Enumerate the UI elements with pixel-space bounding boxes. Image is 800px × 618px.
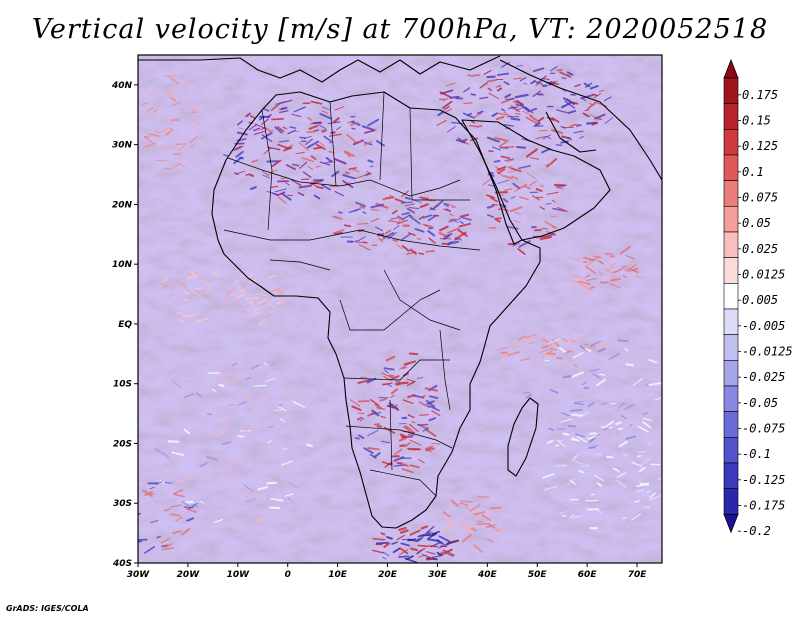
colorbar-box: [723, 411, 739, 438]
field-background: [138, 55, 662, 563]
lon-tick-label: 20E: [378, 570, 398, 580]
lon-tick-label: 30E: [428, 570, 448, 580]
colorbar-box: [723, 437, 739, 464]
lon-tick-label: 70E: [628, 570, 648, 580]
lon-tick-label: 20W: [177, 570, 201, 580]
lon-tick-label: 30W: [127, 570, 151, 580]
colorbar-label: -0.1: [742, 447, 771, 461]
colorbar-label: 0.175: [742, 88, 778, 102]
lon-axis: 30W 20W 10W 0 10E 20E 30E 40E 50E 60E 70E: [127, 563, 647, 580]
map-title: Vertical velocity [m/s] at 700hPa, VT: 2…: [31, 14, 769, 45]
colorbar-box: [723, 103, 739, 130]
lon-tick-label: 50E: [528, 570, 548, 580]
colorbar-label: 0.075: [742, 191, 778, 205]
colorbar-box: [723, 231, 739, 258]
lat-tick-label: 40S: [112, 559, 132, 569]
colorbar-label: -0.075: [742, 422, 785, 436]
lat-axis: 40N 30N 20N 10N EQ 10S 20S 30S 40S: [111, 81, 138, 569]
colorbar-label: 0.1: [742, 165, 764, 179]
colorbar-label: -0.175: [742, 499, 785, 513]
colorbar-label: 0.15: [742, 114, 771, 128]
coastline-arabia: [461, 119, 611, 241]
coastline-europe: [138, 55, 501, 83]
colorbar-box: [723, 385, 739, 412]
lat-tick-label: 20N: [112, 200, 133, 210]
country-borders: [223, 91, 481, 497]
colorbar-label: 0.025: [742, 242, 778, 256]
colorbar: 0.175 0.15 0.125 0.1 0.075 0.05 0.025 0.0125 0.0…: [723, 58, 793, 538]
colorbar-label: -0.2: [742, 524, 771, 538]
colorbar-box: [723, 206, 739, 233]
lat-tick-label: 30S: [113, 499, 132, 509]
coastline-madagascar: [507, 397, 539, 477]
plot-frame: [137, 54, 663, 564]
colorbar-bottom-arrow: [723, 513, 739, 534]
coastlines: [138, 55, 662, 529]
lat-tick-label: EQ: [118, 320, 132, 330]
lat-tick-label: 20S: [113, 439, 132, 449]
colorbar-top-arrow: [723, 58, 739, 79]
coastline-asia: [499, 59, 662, 181]
lon-tick-label: 10E: [328, 570, 348, 580]
colorbar-box: [723, 334, 739, 361]
lat-tick-label: 30N: [112, 141, 133, 151]
colorbar-box: [723, 488, 739, 515]
colorbar-label: -0.05: [742, 396, 778, 410]
coastline-africa: [211, 91, 541, 529]
colorbar-box: [723, 360, 739, 387]
coastline-persian-gulf: [545, 111, 597, 153]
lat-tick-label: 10S: [113, 380, 132, 390]
lat-tick-label: 10N: [112, 260, 133, 270]
colorbar-box: [723, 154, 739, 181]
lon-tick-label: 60E: [578, 570, 598, 580]
grads-credit: GrADS: IGES/COLA: [6, 604, 89, 613]
colorbar-label: 0.05: [742, 216, 771, 230]
colorbar-label: -0.0125: [742, 345, 793, 359]
lon-tick-label: 40E: [477, 570, 498, 580]
colorbar-label: -0.025: [742, 370, 785, 384]
lon-tick-label: 0: [285, 570, 291, 580]
colorbar-label: 0.005: [742, 293, 778, 307]
colorbar-box: [723, 462, 739, 489]
lat-tick-label: 40N: [111, 81, 133, 91]
colorbar-box: [723, 308, 739, 335]
colorbar-label: 0.125: [742, 139, 778, 153]
colorbar-box: [723, 257, 739, 284]
colorbar-label: -0.005: [742, 319, 785, 333]
colorbar-label: -0.125: [742, 473, 785, 487]
colorbar-box: [723, 180, 739, 207]
colorbar-box: [723, 283, 739, 310]
field-patches: [138, 62, 662, 563]
colorbar-label: 0.0125: [742, 268, 785, 282]
colorbar-box: [723, 129, 739, 156]
colorbar-box: [723, 77, 739, 104]
lon-tick-label: 10W: [227, 570, 251, 580]
